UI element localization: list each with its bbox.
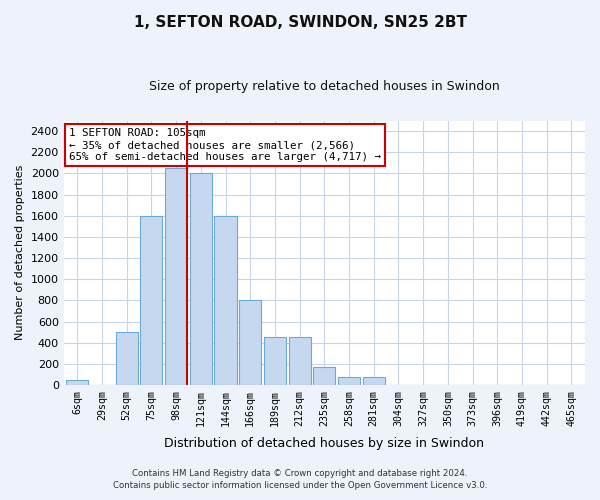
- Bar: [165, 168, 187, 385]
- Bar: [362, 376, 385, 385]
- Text: 1 SEFTON ROAD: 105sqm
← 35% of detached houses are smaller (2,566)
65% of semi-d: 1 SEFTON ROAD: 105sqm ← 35% of detached …: [69, 128, 381, 162]
- Bar: [313, 367, 335, 385]
- Bar: [140, 216, 163, 385]
- X-axis label: Distribution of detached houses by size in Swindon: Distribution of detached houses by size …: [164, 437, 484, 450]
- Bar: [239, 300, 262, 385]
- Bar: [214, 216, 236, 385]
- Bar: [264, 338, 286, 385]
- Bar: [338, 376, 360, 385]
- Bar: [289, 338, 311, 385]
- Title: Size of property relative to detached houses in Swindon: Size of property relative to detached ho…: [149, 80, 500, 93]
- Text: 1, SEFTON ROAD, SWINDON, SN25 2BT: 1, SEFTON ROAD, SWINDON, SN25 2BT: [133, 15, 467, 30]
- Bar: [66, 380, 88, 385]
- Y-axis label: Number of detached properties: Number of detached properties: [15, 165, 25, 340]
- Text: Contains HM Land Registry data © Crown copyright and database right 2024.
Contai: Contains HM Land Registry data © Crown c…: [113, 468, 487, 490]
- Bar: [190, 174, 212, 385]
- Bar: [116, 332, 138, 385]
